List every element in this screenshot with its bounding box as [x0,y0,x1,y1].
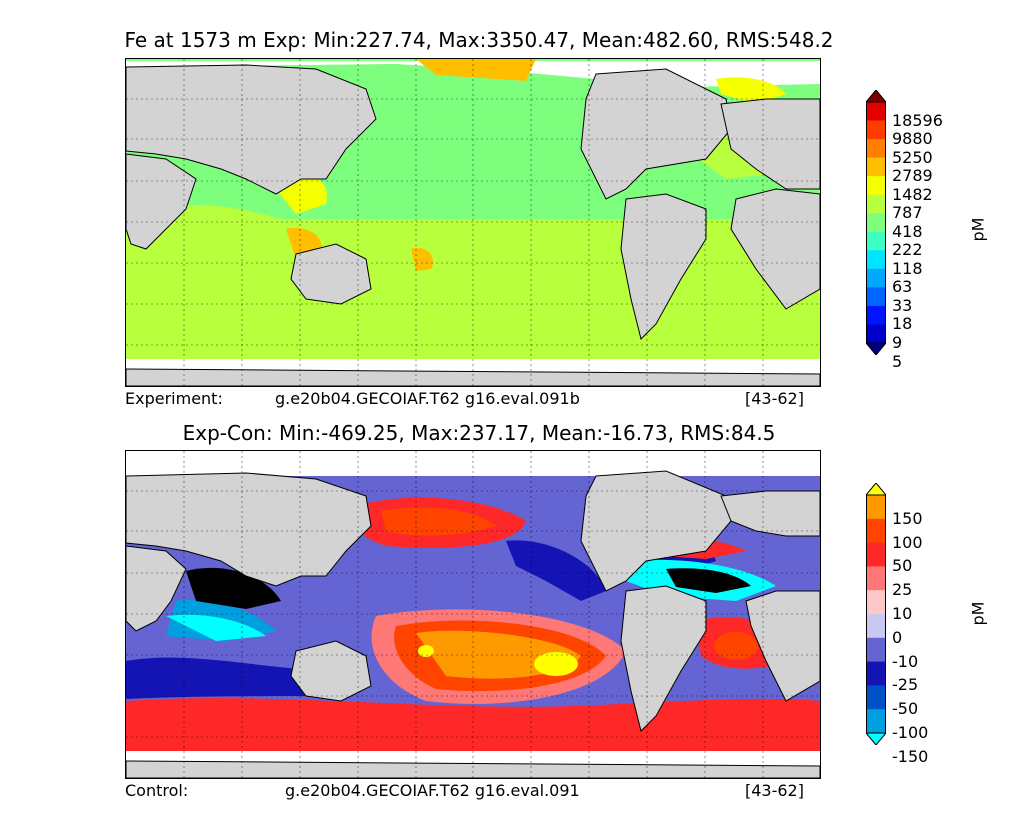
top-colorbar-tick-label: 9 [892,333,903,352]
bottom-colorbar-swatch [866,495,886,520]
top-colorbar-swatch [866,213,886,233]
bottom-colorbar-swatch [866,566,886,591]
top-colorbar-swatch [866,250,886,270]
top-colorbar-tick-label: 9880 [892,129,933,149]
top-colorbar [866,90,886,355]
bottom-colorbar-swatch [866,637,886,663]
top-colorbar-tick-label: 18 [892,314,913,334]
top-colorbar-svg [866,90,886,355]
top-colorbar-unit: pM [968,217,988,242]
bottom-colorbar-swatch [866,709,886,734]
bottom-colorbar-tick-label: -10 [892,651,919,671]
top-colorbar-tick-label: 63 [892,277,913,297]
bottom-land [126,470,820,778]
bottom-colorbar-extend-bottom [866,732,886,745]
top-map-svg [126,59,820,386]
bottom-colorbar-swatch [866,661,886,686]
top-colorbar-frame [866,101,886,344]
top-colorbar-swatch [866,194,886,214]
top-footer-years: [43-62] [745,389,804,408]
top-colorbar-tick-label: 418 [892,221,923,241]
top-colorbar-swatch [866,287,886,307]
top-colorbar-extend-top [866,90,886,103]
top-colorbar-extend-bottom [866,342,886,355]
bottom-colorbar [866,483,886,745]
top-colorbar-tick-label: 2789 [892,166,933,186]
top-colorbar-swatch [866,139,886,159]
bottom-colorbar-swatch [866,542,886,567]
top-colorbar-tick-label: 5250 [892,147,933,167]
bottom-colorbar-svg [866,483,886,745]
bottom-colorbar-swatch [866,590,886,615]
bottom-colorbar-extend-top [866,483,886,496]
bottom-colorbar-tick-label: 100 [892,532,923,552]
bottom-colorbar-tick-label: 150 [892,508,923,528]
top-colorbar-swatch [866,176,886,196]
top-grid [126,59,820,386]
bottom-colorbar-tick-label: -150 [892,746,929,766]
top-colorbar-tick-label: 118 [892,258,923,278]
top-footer-label: Experiment: [125,389,223,408]
top-colorbar-swatch [866,268,886,288]
bottom-colorbar-tick-label: 10 [892,604,913,623]
bottom-colorbar-swatch [866,685,886,710]
top-colorbar-swatch [866,102,886,122]
top-colorbar-swatch [866,305,886,325]
top-colorbar-swatch [866,157,886,177]
bottom-colorbar-tick-label: -100 [892,723,929,742]
bottom-panel-title: Exp-Con: Min:-469.25, Max:237.17, Mean:-… [182,421,776,445]
bottom-colorbar-tick-label: 50 [892,556,913,576]
top-colorbar-tick-label: 1482 [892,184,933,204]
top-panel-title: Fe at 1573 m Exp: Min:227.74, Max:3350.4… [124,28,834,52]
top-colorbar-swatch [866,324,886,344]
bottom-map-plot [125,450,821,779]
top-footer-case: g.e20b04.GECOIAF.T62 g16.eval.091b [275,389,580,408]
bottom-map-svg [126,451,820,778]
top-colorbar-tick-label: 33 [892,295,913,315]
bottom-colorbar-tick-label: 25 [892,580,913,600]
top-colorbar-tick-label: 222 [892,240,923,260]
bottom-footer-case: g.e20b04.GECOIAF.T62 g16.eval.091 [285,781,580,800]
bottom-colorbar-swatch [866,614,886,639]
top-colorbar-tick-label: 787 [892,203,923,223]
top-colorbar-tick-label: 5 [892,351,903,371]
top-colorbar-swatch [866,120,886,140]
bottom-colorbar-frame [866,494,886,734]
bottom-colorbar-tick-label: -50 [892,699,919,719]
bottom-colorbar-tick-label: 0 [892,627,903,647]
bottom-footer-label: Control: [125,781,189,800]
top-colorbar-swatch [866,231,886,251]
bottom-colorbar-unit: pM [968,601,988,626]
top-land [126,64,820,386]
bottom-colorbar-tick-label: -25 [892,675,919,695]
bottom-grid [126,451,820,778]
bottom-footer-years: [43-62] [745,781,804,800]
top-map-plot [125,58,821,387]
bottom-colorbar-swatch [866,518,886,544]
top-colorbar-tick-label: 18596 [892,110,943,130]
